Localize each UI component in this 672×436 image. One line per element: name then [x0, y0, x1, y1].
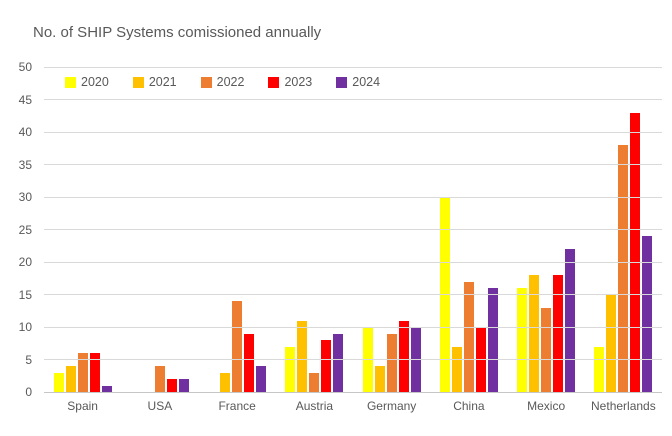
legend-item-2023: 2023 — [268, 75, 312, 89]
gridline-y30 — [44, 196, 662, 198]
bar-2023-France — [244, 333, 255, 392]
bar-group-France — [199, 67, 276, 392]
x-tick-label-Mexico: Mexico — [527, 399, 566, 413]
gridline-y10 — [44, 326, 662, 328]
bar-group-Netherlands — [585, 67, 662, 392]
gridline-y50 — [44, 66, 662, 68]
bar-2021-Austria — [297, 320, 308, 392]
bar-2020-Mexico — [517, 288, 528, 392]
bar-2022-Netherlands — [618, 145, 629, 392]
x-axis: Spain USA France Austria Germany China Mexico N… — [44, 399, 662, 413]
gridline-y25 — [44, 229, 662, 230]
bar-2024-China — [487, 288, 498, 392]
y-tick-label-40: 40 — [18, 125, 32, 139]
bar-2022-Germany — [386, 333, 397, 392]
bar-2023-USA — [166, 379, 177, 392]
bar-2021-China — [451, 346, 462, 392]
y-tick-label-25: 25 — [18, 222, 32, 237]
bar-2024-France — [256, 366, 267, 392]
legend-swatch-icon — [65, 76, 76, 88]
bar-2020-Netherlands — [594, 346, 605, 392]
bar-2021-Mexico — [529, 275, 540, 392]
gridline-y0 — [44, 391, 662, 393]
bar-2024-Mexico — [565, 249, 576, 392]
legend-label: 2020 — [81, 75, 109, 89]
bar-2021-Spain — [65, 366, 76, 392]
legend-label: 2023 — [284, 75, 313, 89]
gridline-y35 — [44, 164, 662, 165]
y-tick-label-0: 0 — [25, 385, 32, 399]
legend-item-2021: 2021 — [132, 75, 177, 89]
y-axis: 0 5 10 15 20 25 30 35 40 45 50 — [0, 60, 38, 399]
bar-2023-Germany — [398, 320, 409, 392]
bar-2021-Netherlands — [606, 294, 617, 392]
x-tick-label-Austria: Austria — [295, 399, 334, 413]
legend-item-2024: 2024 — [336, 75, 380, 89]
legend-swatch-icon — [268, 76, 280, 88]
y-tick-label-15: 15 — [18, 287, 32, 302]
legend-item-2022: 2022 — [200, 75, 245, 89]
bar-2020-Spain — [53, 372, 64, 392]
y-tick-label-10: 10 — [18, 320, 32, 334]
legend-swatch-icon — [132, 76, 144, 88]
legend-item-2020: 2020 — [65, 75, 109, 89]
bar-group-Mexico — [508, 67, 585, 392]
bar-2020-Austria — [285, 346, 296, 392]
bar-2023-Spain — [89, 353, 100, 392]
bar-2024-USA — [178, 379, 189, 392]
bar-2022-Austria — [309, 372, 320, 392]
chart-title: No. of SHIP Systems comissioned annually — [33, 24, 322, 41]
bar-group-Austria — [276, 67, 353, 392]
gridline-y20 — [44, 261, 662, 263]
bar-2023-Austria — [321, 340, 332, 392]
bar-2024-Netherlands — [642, 236, 653, 392]
x-tick-label-USA: USA — [147, 399, 173, 413]
gridline-y45 — [44, 99, 662, 100]
x-tick-label-France: France — [218, 399, 256, 413]
y-tick-label-45: 45 — [18, 92, 32, 107]
plot-area: 2020 2021 2022 2023 2024 — [44, 66, 662, 393]
legend-swatch-icon — [336, 76, 348, 88]
bar-group-USA — [121, 67, 198, 392]
bar-2022-France — [232, 301, 243, 392]
x-tick-label-China: China — [453, 399, 485, 413]
bar-2022-Mexico — [541, 307, 552, 392]
bar-2022-Spain — [77, 353, 88, 392]
bar-2023-Mexico — [553, 275, 564, 392]
legend-label: 2024 — [352, 75, 381, 89]
legend-label: 2021 — [148, 75, 177, 89]
x-tick-label-Germany: Germany — [366, 399, 417, 413]
bar-2022-USA — [154, 366, 165, 392]
x-tick-label-Spain: Spain — [67, 399, 98, 413]
gridline-y15 — [44, 294, 662, 295]
y-tick-label-35: 35 — [18, 157, 32, 172]
y-tick-label-50: 50 — [18, 60, 32, 74]
bar-2024-Spain — [101, 385, 112, 392]
bar-2023-Netherlands — [630, 112, 641, 392]
y-tick-label-30: 30 — [18, 190, 32, 204]
y-tick-label-5: 5 — [25, 352, 32, 367]
y-tick-label-20: 20 — [18, 255, 32, 269]
bar-2022-China — [463, 281, 474, 392]
gridline-y5 — [44, 359, 662, 360]
bar-2021-Germany — [374, 366, 385, 392]
x-tick-label-Netherlands: Netherlands — [591, 399, 656, 413]
bar-group-Spain — [44, 67, 121, 392]
legend-swatch-icon — [200, 76, 212, 88]
bar-2024-Austria — [333, 333, 344, 392]
gridline-y40 — [44, 131, 662, 133]
bar-2021-France — [220, 372, 231, 392]
legend: 2020 2021 2022 2023 2024 — [65, 75, 380, 89]
legend-label: 2022 — [216, 75, 245, 89]
